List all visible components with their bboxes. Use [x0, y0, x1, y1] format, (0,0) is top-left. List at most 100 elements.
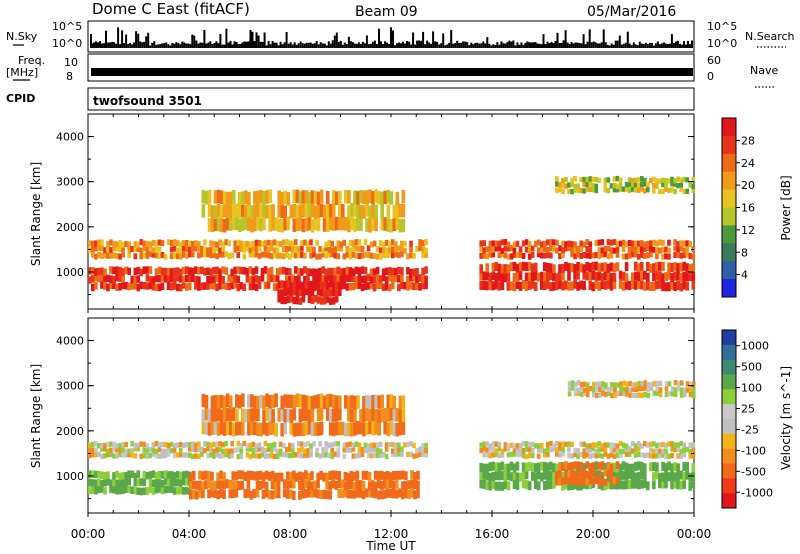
nsky-bar	[171, 43, 174, 48]
heatmap-cell	[289, 204, 294, 219]
heatmap-cell	[646, 281, 650, 291]
heatmap-cell	[494, 240, 499, 247]
nsky-bar	[540, 44, 543, 48]
heatmap-cell	[275, 453, 280, 460]
heatmap-cell	[239, 246, 244, 252]
heatmap-cell	[354, 276, 359, 284]
heatmap-cell	[103, 453, 107, 459]
nsky-bar	[578, 43, 581, 48]
heatmap-cell	[163, 485, 168, 494]
heatmap-cell	[536, 481, 541, 491]
heatmap-cell	[198, 470, 202, 480]
heatmap-cell	[321, 452, 325, 458]
nsky-bar	[191, 34, 194, 48]
heatmap-cell	[289, 409, 294, 423]
heatmap-cell	[609, 239, 614, 246]
nsky-bar	[253, 41, 256, 48]
heatmap-cell	[594, 183, 599, 189]
heatmap-cell	[679, 245, 683, 252]
heatmap-cell	[221, 281, 225, 289]
heatmap-cell	[239, 448, 244, 454]
heatmap-cell	[395, 191, 400, 206]
heatmap-cell	[297, 252, 301, 259]
heatmap-cell	[646, 262, 650, 271]
heatmap-cell	[313, 216, 318, 231]
heatmap-cell	[500, 448, 505, 454]
heatmap-cell	[286, 216, 291, 230]
heatmap-cell	[145, 487, 150, 495]
heatmap-cell	[309, 252, 313, 259]
heatmap-cell	[169, 282, 174, 291]
nsky-bar	[380, 41, 382, 48]
heatmap-cell	[688, 448, 692, 454]
heatmap-cell	[109, 485, 113, 493]
heatmap-cell	[234, 480, 239, 490]
heatmap-cell	[315, 268, 319, 277]
heatmap-cell	[603, 245, 608, 252]
heatmap-cell	[606, 253, 611, 260]
heatmap-cell	[679, 441, 683, 447]
heatmap-cell	[160, 486, 165, 495]
heatmap-cell	[330, 442, 334, 448]
heatmap-cell	[485, 246, 489, 253]
heatmap-cell	[145, 472, 150, 480]
heatmap-cell	[283, 205, 287, 219]
heatmap-cell	[661, 246, 665, 253]
heatmap-cell	[410, 488, 414, 498]
heatmap-cell	[210, 205, 215, 219]
nsky-bar	[500, 41, 503, 48]
heatmap-cell	[649, 240, 653, 247]
heatmap-cell	[649, 441, 653, 447]
heatmap-cell	[231, 216, 236, 231]
heatmap-cell	[242, 283, 247, 291]
heatmap-cell	[404, 471, 408, 481]
nsky-label: N.Sky	[6, 30, 38, 43]
heatmap-cell	[585, 261, 589, 271]
heatmap-cell	[691, 187, 696, 193]
heatmap-cell	[166, 471, 171, 479]
heatmap-cell	[264, 470, 269, 480]
heatmap-cell	[621, 281, 626, 291]
heatmap-cell	[500, 461, 505, 471]
heatmap-cell	[661, 442, 665, 448]
nsky-bar	[542, 34, 545, 48]
heatmap-cell	[397, 283, 401, 292]
heatmap-cell	[406, 275, 410, 284]
heatmap-cell	[594, 176, 599, 183]
nsky-bar	[550, 41, 553, 48]
heatmap-cell	[521, 240, 526, 247]
nsky-bar	[323, 43, 326, 48]
heatmap-cell	[606, 188, 611, 194]
nsky-bar	[329, 43, 332, 48]
heatmap-cell	[207, 489, 211, 499]
heatmap-cell	[633, 182, 638, 188]
heatmap-cell	[350, 409, 354, 423]
nsky-bar	[382, 44, 384, 48]
heatmap-cell	[309, 268, 313, 277]
heatmap-cell	[363, 251, 368, 258]
heatmap-cell	[612, 443, 617, 449]
heatmap-cell	[369, 252, 374, 259]
nsky-bar	[446, 44, 449, 48]
nsky-bar	[95, 41, 97, 48]
heatmap-cell	[351, 240, 356, 247]
heatmap-cell	[342, 453, 347, 459]
heatmap-cell	[103, 274, 107, 283]
heatmap-cell	[588, 281, 593, 290]
heatmap-cell	[289, 471, 293, 481]
heatmap-cell	[579, 477, 583, 486]
heatmap-cell	[212, 448, 216, 454]
heatmap-cell	[91, 267, 95, 275]
heatmap-cell	[561, 481, 565, 491]
heatmap-cell	[570, 178, 574, 184]
nsky-bar	[546, 41, 549, 48]
heatmap-cell	[188, 446, 192, 452]
heatmap-cell	[357, 239, 362, 246]
heatmap-cell	[97, 252, 101, 258]
heatmap-cell	[482, 479, 486, 489]
nsky-bar	[652, 45, 655, 48]
heatmap-cell	[652, 390, 657, 396]
heatmap-cell	[597, 239, 602, 246]
heatmap-cell	[352, 481, 357, 491]
heatmap-cell	[298, 288, 303, 296]
